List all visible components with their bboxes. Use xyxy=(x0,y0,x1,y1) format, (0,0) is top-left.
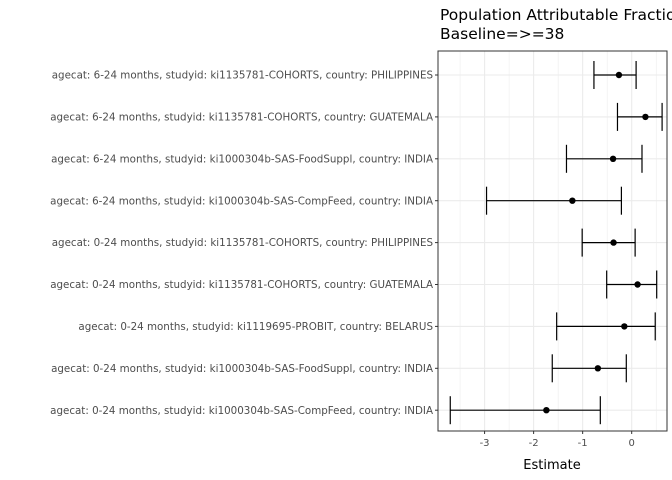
estimate-point xyxy=(569,197,576,204)
estimate-point xyxy=(594,365,602,372)
forest-row xyxy=(485,186,622,215)
forest-row xyxy=(606,270,658,299)
estimate-point xyxy=(621,323,628,330)
panel-border xyxy=(437,50,668,432)
forest-row xyxy=(593,61,637,89)
x-axis-label: Estimate xyxy=(523,458,580,473)
estimate-point xyxy=(615,71,623,79)
y-tick-label: agecat: 0-24 months, studyid: ki1000304b… xyxy=(51,363,433,375)
estimate-point xyxy=(634,281,641,288)
title-group: Population Attributable Fraction Baselin… xyxy=(440,6,672,43)
estimate-point xyxy=(543,407,550,414)
y-tick-label: agecat: 6-24 months, studyid: ki1000304b… xyxy=(51,153,433,165)
forest-row xyxy=(551,354,627,383)
x-axis: -3 -2 -1 0 xyxy=(480,431,635,449)
y-tick-label: agecat: 6-24 months, studyid: ki1135781-… xyxy=(52,70,433,82)
data-marks xyxy=(449,61,663,425)
y-tick-label: agecat: 0-24 months, studyid: ki1135781-… xyxy=(52,237,433,249)
forest-row xyxy=(449,396,601,425)
x-tick-label: -1 xyxy=(578,438,588,449)
forest-row xyxy=(581,228,636,257)
y-axis-labels: agecat: 6-24 months, studyid: ki1135781-… xyxy=(50,70,438,417)
y-tick-label: agecat: 0-24 months, studyid: ki1000304b… xyxy=(50,405,433,417)
x-tick-label: -2 xyxy=(529,438,539,449)
y-tick-label: agecat: 0-24 months, studyid: ki1119695-… xyxy=(78,321,433,333)
forest-row xyxy=(556,312,656,341)
forest-row xyxy=(565,144,643,173)
x-tick-label: 0 xyxy=(629,438,635,449)
estimate-point xyxy=(610,239,617,246)
x-tick-label: -3 xyxy=(480,438,490,449)
forest-row xyxy=(616,102,663,131)
y-tick-label: agecat: 6-24 months, studyid: ki1000304b… xyxy=(50,195,433,207)
y-tick-label: agecat: 0-24 months, studyid: ki1135781-… xyxy=(50,279,433,291)
chart-subtitle: Baseline=>=38 xyxy=(440,25,564,43)
estimate-point xyxy=(609,155,617,162)
y-tick-label: agecat: 6-24 months, studyid: ki1135781-… xyxy=(50,112,433,124)
chart-title: Population Attributable Fraction xyxy=(440,6,672,24)
estimate-point xyxy=(642,113,649,121)
